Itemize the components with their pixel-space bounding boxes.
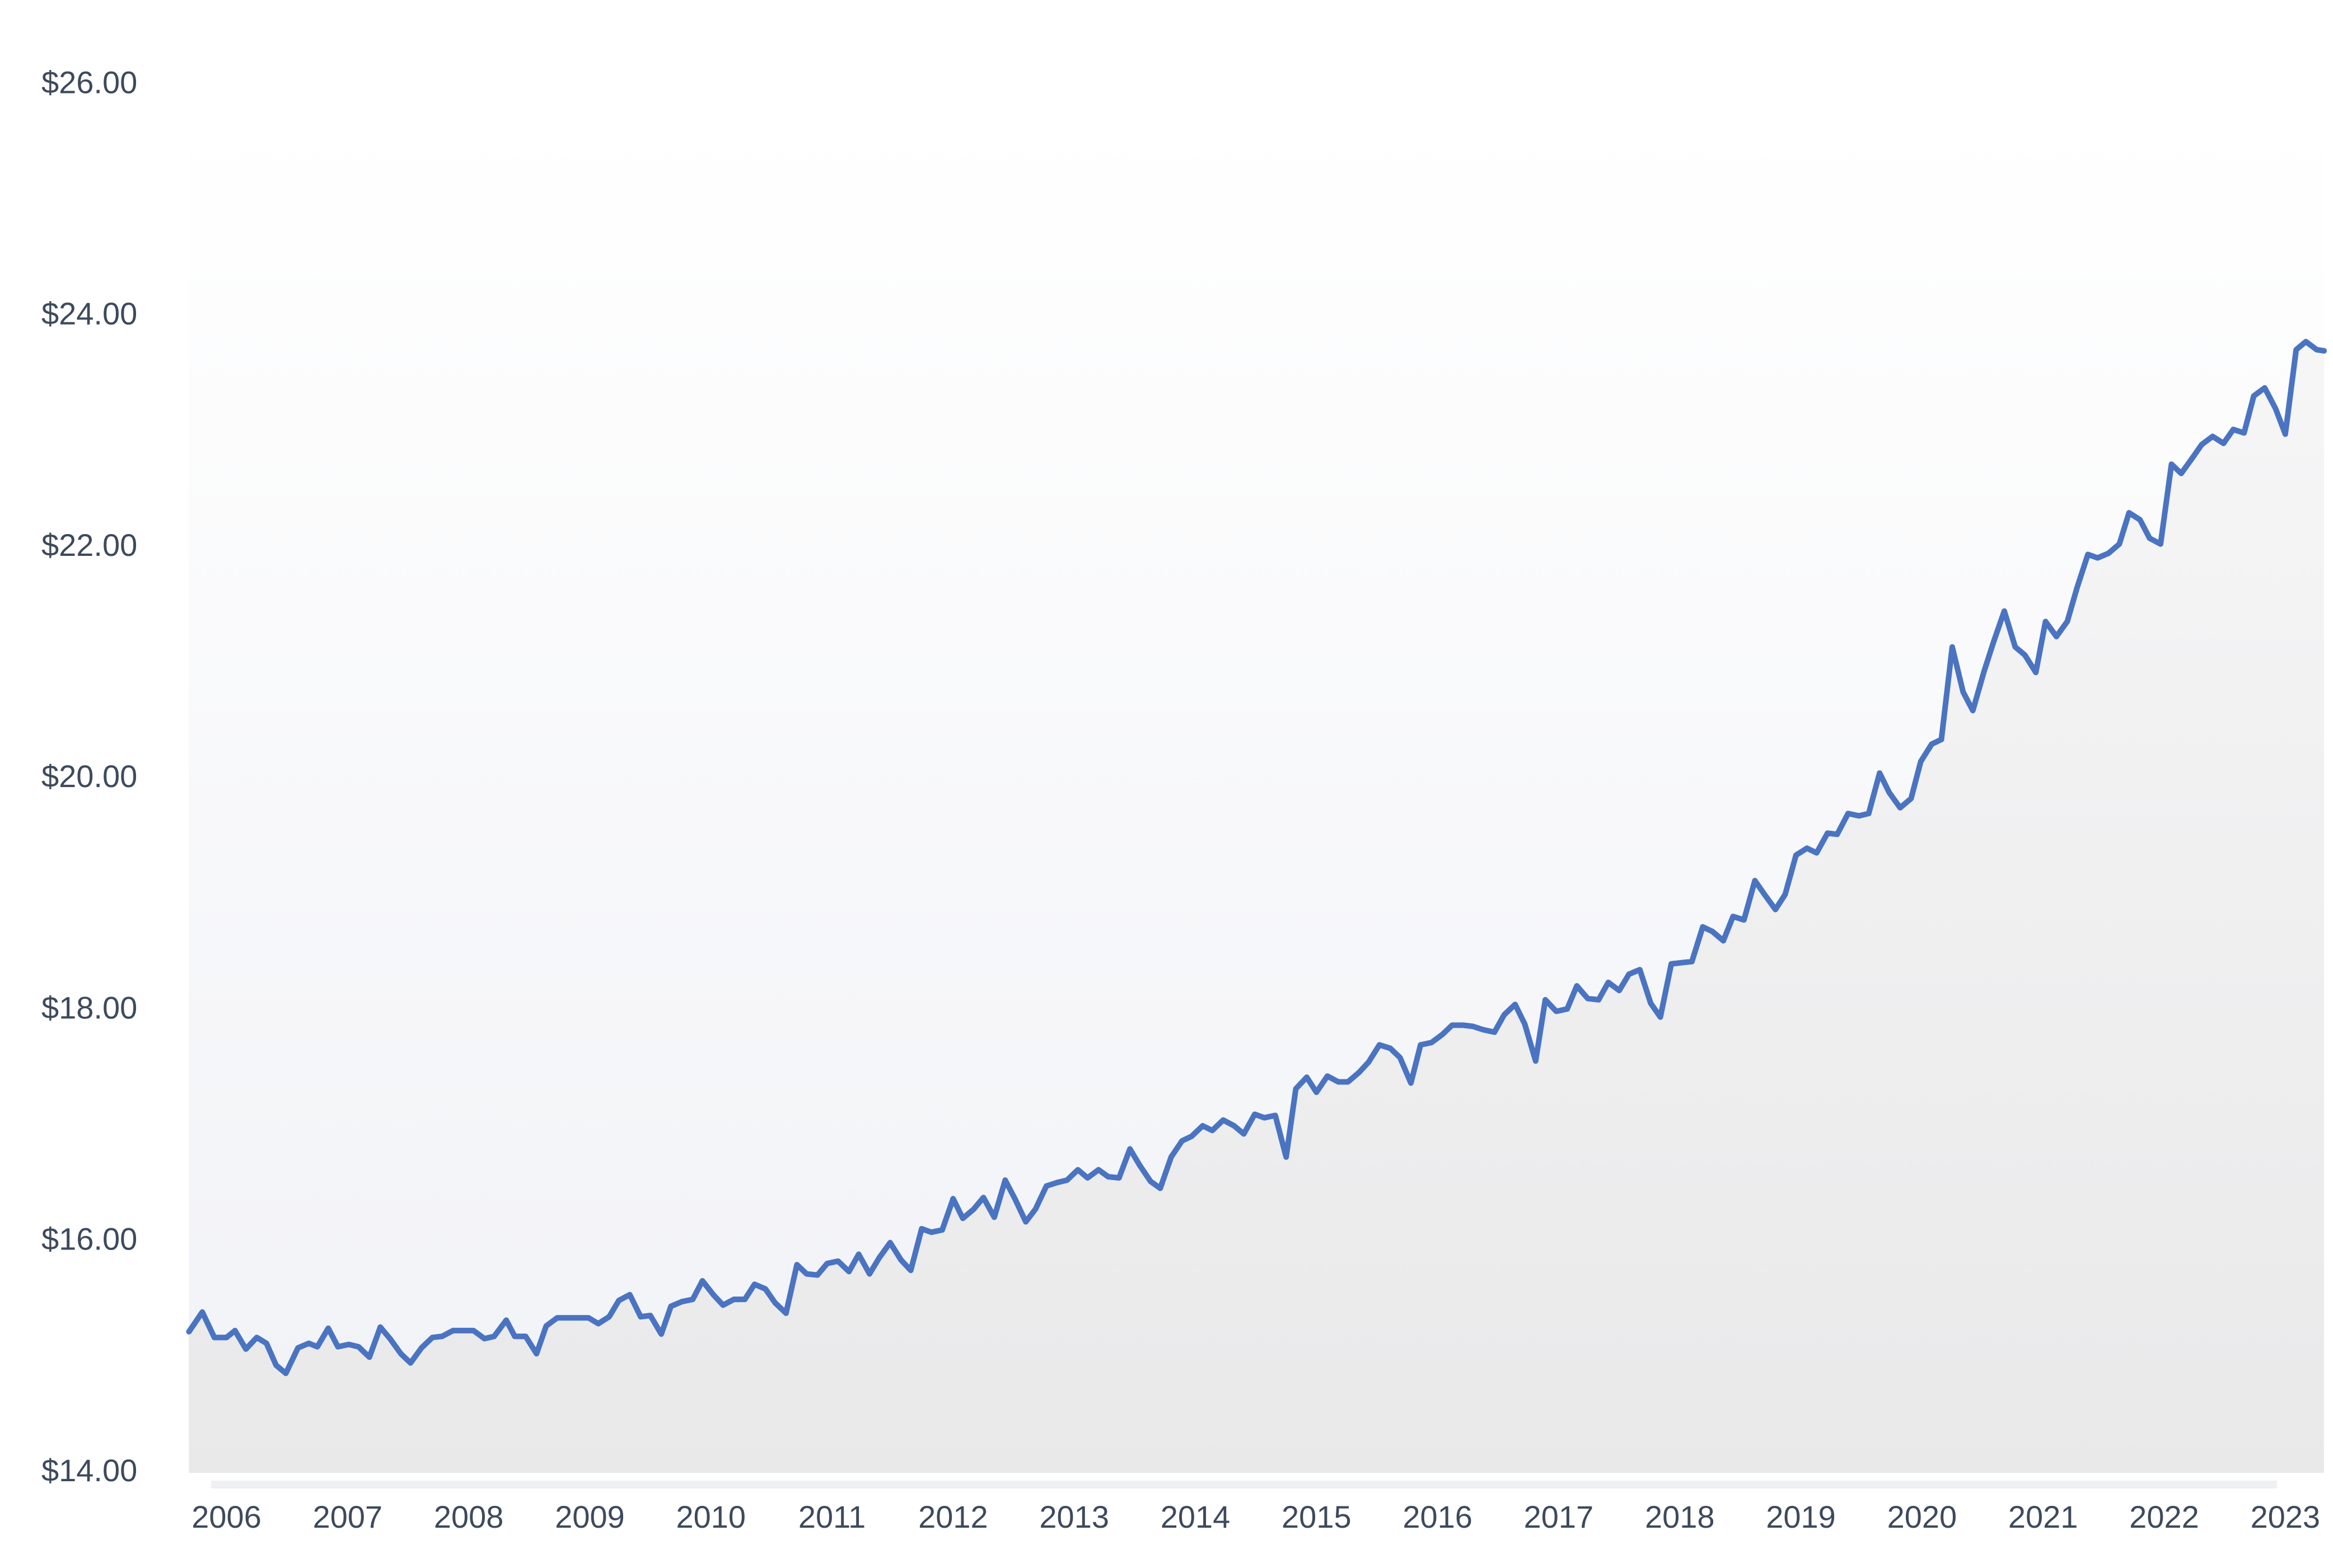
- x-tick-label: 2011: [798, 1499, 866, 1534]
- y-tick-label: $16.00: [41, 1221, 137, 1257]
- x-tick-label: 2015: [1282, 1499, 1352, 1534]
- line: [186, 339, 2327, 1377]
- axis-band: [211, 1481, 2277, 1489]
- x-tick-label: 2013: [1039, 1499, 1109, 1534]
- y-tick-label: $22.00: [41, 527, 137, 563]
- x-tick-label: 2007: [313, 1499, 383, 1534]
- x-tick-label: 2022: [2129, 1499, 2199, 1534]
- x-tick-label: 2020: [1887, 1499, 1957, 1534]
- y-tick-label: $20.00: [41, 759, 137, 794]
- x-tick-label: 2006: [191, 1499, 261, 1534]
- x-tick-label: 2017: [1524, 1499, 1594, 1534]
- x-tick-label: 2016: [1402, 1499, 1472, 1534]
- y-tick-label: $24.00: [41, 296, 137, 331]
- x-tick-label: 2008: [434, 1499, 504, 1534]
- x-tick-label: 2012: [918, 1499, 988, 1534]
- x-tick-label: 2010: [676, 1499, 746, 1534]
- y-tick-label: $14.00: [41, 1453, 137, 1488]
- y-tick-label: $26.00: [41, 64, 137, 100]
- y-tick-label: $18.00: [41, 990, 137, 1025]
- x-tick-label: 2019: [1766, 1499, 1836, 1534]
- x-tick-label: 2009: [555, 1499, 625, 1534]
- x-tick-label: 2018: [1645, 1499, 1715, 1534]
- x-tick-label: 2023: [2250, 1499, 2320, 1534]
- x-tick-label: 2014: [1161, 1499, 1231, 1534]
- area: [189, 341, 2324, 1473]
- x-tick-label: 2021: [2008, 1499, 2078, 1534]
